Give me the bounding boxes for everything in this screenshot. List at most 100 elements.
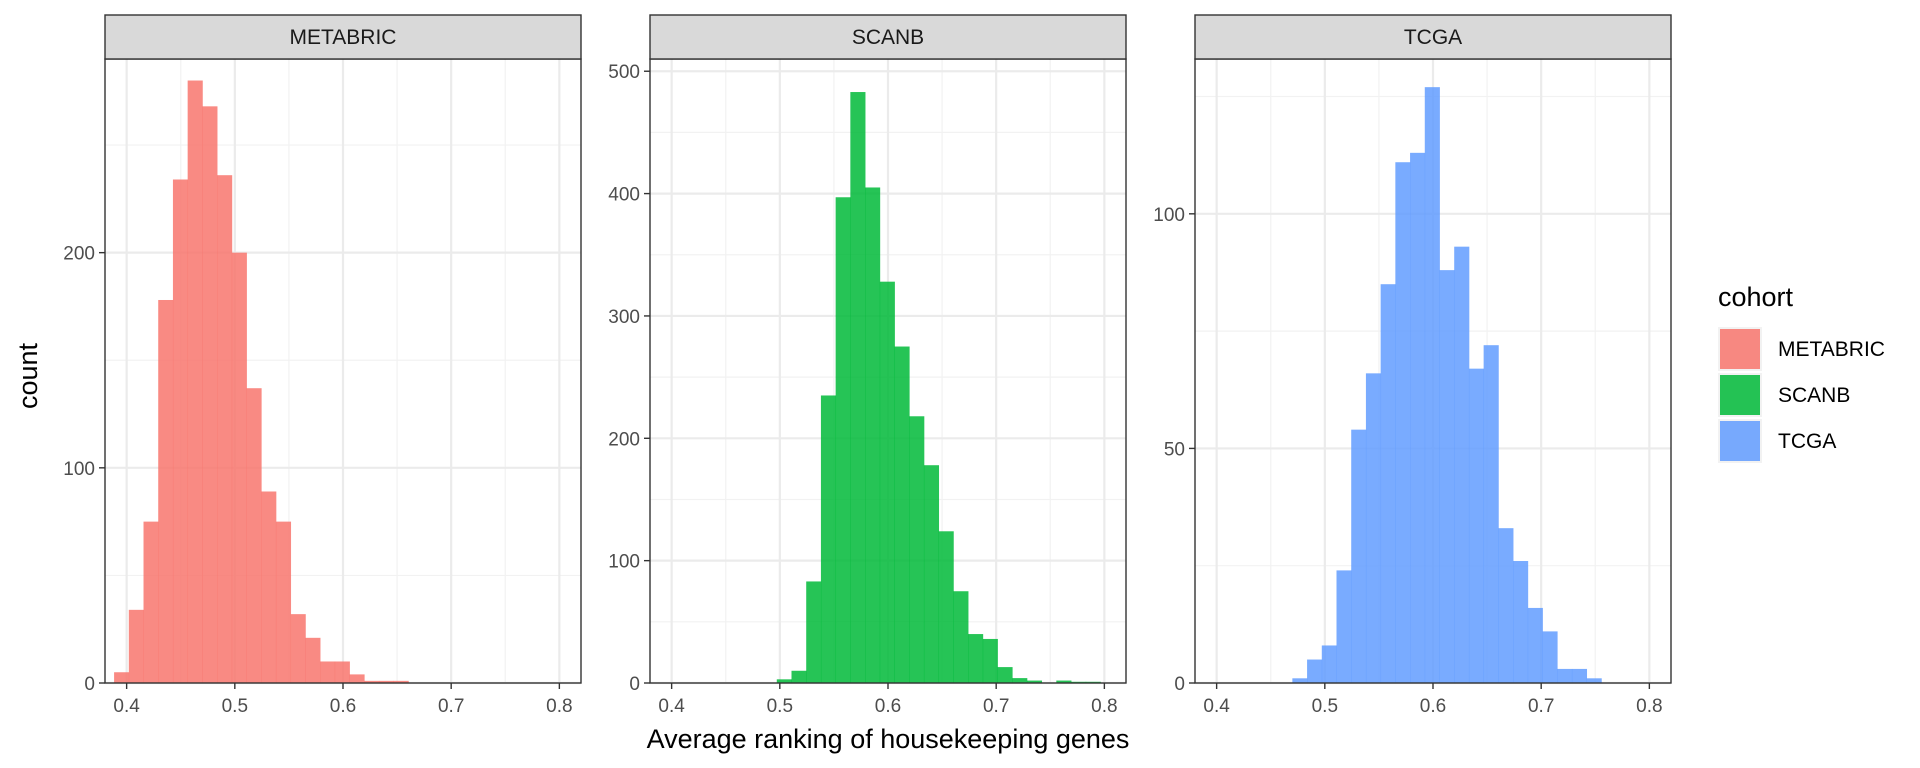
histogram-bar bbox=[1410, 152, 1426, 683]
x-tick-label: 0.4 bbox=[1203, 696, 1230, 717]
x-tick-label: 0.5 bbox=[1312, 696, 1338, 717]
histogram-bar bbox=[114, 672, 130, 683]
histogram-bar bbox=[1557, 668, 1573, 683]
facet-strip-label: TCGA bbox=[1404, 26, 1462, 49]
histogram-bar bbox=[1586, 678, 1602, 683]
histogram-bar bbox=[1483, 345, 1499, 683]
y-tick-label: 0 bbox=[1174, 674, 1185, 695]
facet-strip-label: SCANB bbox=[852, 26, 924, 49]
histogram-bar bbox=[1424, 87, 1440, 683]
histogram-bar bbox=[158, 299, 174, 683]
histogram-bar bbox=[1307, 659, 1323, 683]
histogram-bar bbox=[1056, 680, 1072, 683]
y-axis-title: count bbox=[13, 342, 43, 409]
histogram-bar bbox=[1542, 631, 1558, 683]
histogram-bar bbox=[202, 106, 218, 683]
histogram-bar bbox=[1292, 678, 1308, 683]
y-tick-label: 100 bbox=[63, 459, 95, 480]
facet-strip-label: METABRIC bbox=[290, 26, 397, 49]
legend-label: SCANB bbox=[1778, 384, 1850, 407]
facet-panels: METABRIC 0 100 200 0.4 0.5 0.6 0.7 0.8 SCANB 0 100 2… bbox=[63, 14, 1672, 717]
y-tick-label: 100 bbox=[608, 552, 640, 573]
facet-strip bbox=[104, 14, 582, 60]
y-tick-label: 200 bbox=[63, 244, 95, 265]
histogram-bar bbox=[835, 197, 851, 683]
histogram-bar bbox=[1336, 570, 1352, 683]
legend-label: TCGA bbox=[1778, 430, 1836, 453]
histogram-bar bbox=[290, 614, 306, 683]
histogram-bar bbox=[820, 395, 837, 683]
histogram-bar bbox=[1026, 680, 1043, 683]
facet-strip bbox=[1194, 14, 1672, 60]
panel-metabric: METABRIC 0 100 200 0.4 0.5 0.6 0.7 0.8 bbox=[63, 14, 582, 717]
histogram-bar bbox=[187, 80, 203, 684]
histogram-bar bbox=[1571, 668, 1588, 683]
histogram-bar bbox=[349, 674, 365, 683]
legend-key-swatch bbox=[1720, 375, 1760, 415]
histogram-bar bbox=[128, 609, 144, 683]
histogram-bar bbox=[393, 680, 409, 683]
y-tick-label: 0 bbox=[629, 674, 640, 695]
histogram-bar bbox=[143, 521, 159, 683]
histogram-bar bbox=[1380, 284, 1396, 683]
y-tick-label: 300 bbox=[608, 307, 640, 328]
histogram-bar bbox=[982, 638, 998, 683]
x-tick-label: 0.8 bbox=[546, 696, 572, 717]
histogram-bar bbox=[850, 92, 866, 684]
histogram-bar bbox=[1454, 246, 1470, 683]
histogram-bar bbox=[1012, 678, 1028, 683]
histogram-bar bbox=[1527, 607, 1543, 683]
histogram-bar bbox=[1321, 645, 1337, 683]
y-tick-label: 50 bbox=[1164, 439, 1185, 460]
histogram-bar bbox=[1439, 270, 1455, 683]
x-tick-label: 0.6 bbox=[875, 696, 901, 717]
y-tick-label: 400 bbox=[608, 185, 640, 206]
histogram-bar bbox=[909, 416, 925, 683]
legend-label: METABRIC bbox=[1778, 338, 1885, 361]
histogram-bar bbox=[776, 679, 792, 683]
histogram-bar bbox=[1498, 528, 1514, 683]
histogram-bar bbox=[997, 667, 1013, 683]
histogram-bar bbox=[894, 346, 910, 683]
histogram-bar bbox=[364, 680, 380, 683]
histogram-bar bbox=[275, 521, 292, 683]
histogram-bar bbox=[1351, 429, 1367, 683]
x-tick-label: 0.6 bbox=[1420, 696, 1446, 717]
histogram-bar bbox=[320, 661, 336, 683]
y-tick-label: 0 bbox=[84, 674, 95, 695]
histogram-bar bbox=[953, 591, 969, 683]
legend-key-swatch bbox=[1720, 329, 1760, 369]
y-tick-label: 200 bbox=[608, 429, 640, 450]
histogram-bar bbox=[217, 175, 233, 683]
x-tick-label: 0.7 bbox=[438, 696, 464, 717]
x-tick-label: 0.6 bbox=[330, 696, 356, 717]
x-tick-label: 0.4 bbox=[658, 696, 685, 717]
histogram-bar bbox=[791, 670, 807, 683]
histogram-bar bbox=[1395, 162, 1411, 684]
legend-key-swatch bbox=[1720, 421, 1760, 461]
histogram-bar bbox=[1468, 368, 1485, 683]
x-tick-label: 0.8 bbox=[1091, 696, 1117, 717]
histogram-bar bbox=[231, 252, 247, 684]
histogram-bar bbox=[806, 581, 822, 683]
legend-title: cohort bbox=[1718, 282, 1794, 312]
y-tick-label: 500 bbox=[608, 62, 640, 83]
x-tick-label: 0.5 bbox=[222, 696, 248, 717]
legend: cohort METABRIC SCANB TCGA bbox=[1718, 282, 1885, 463]
histogram-bar bbox=[334, 661, 350, 683]
histogram-bar bbox=[246, 388, 262, 683]
x-tick-label: 0.7 bbox=[983, 696, 1009, 717]
histogram-bar bbox=[1365, 373, 1382, 683]
histogram-bar bbox=[1513, 561, 1529, 683]
histogram-bar bbox=[923, 465, 940, 683]
histogram-bar bbox=[261, 491, 277, 683]
histogram-bar bbox=[865, 187, 881, 683]
histogram-bar bbox=[378, 680, 395, 683]
facet-strip bbox=[649, 14, 1127, 60]
histogram-bar bbox=[938, 531, 954, 683]
panel-scanb: SCANB 0 100 200 300 400 500 0.4 0.5 0.6 0.7 0.8 bbox=[608, 14, 1127, 717]
y-tick-label: 100 bbox=[1153, 205, 1185, 226]
x-tick-label: 0.4 bbox=[113, 696, 140, 717]
histogram-bar bbox=[305, 637, 321, 683]
